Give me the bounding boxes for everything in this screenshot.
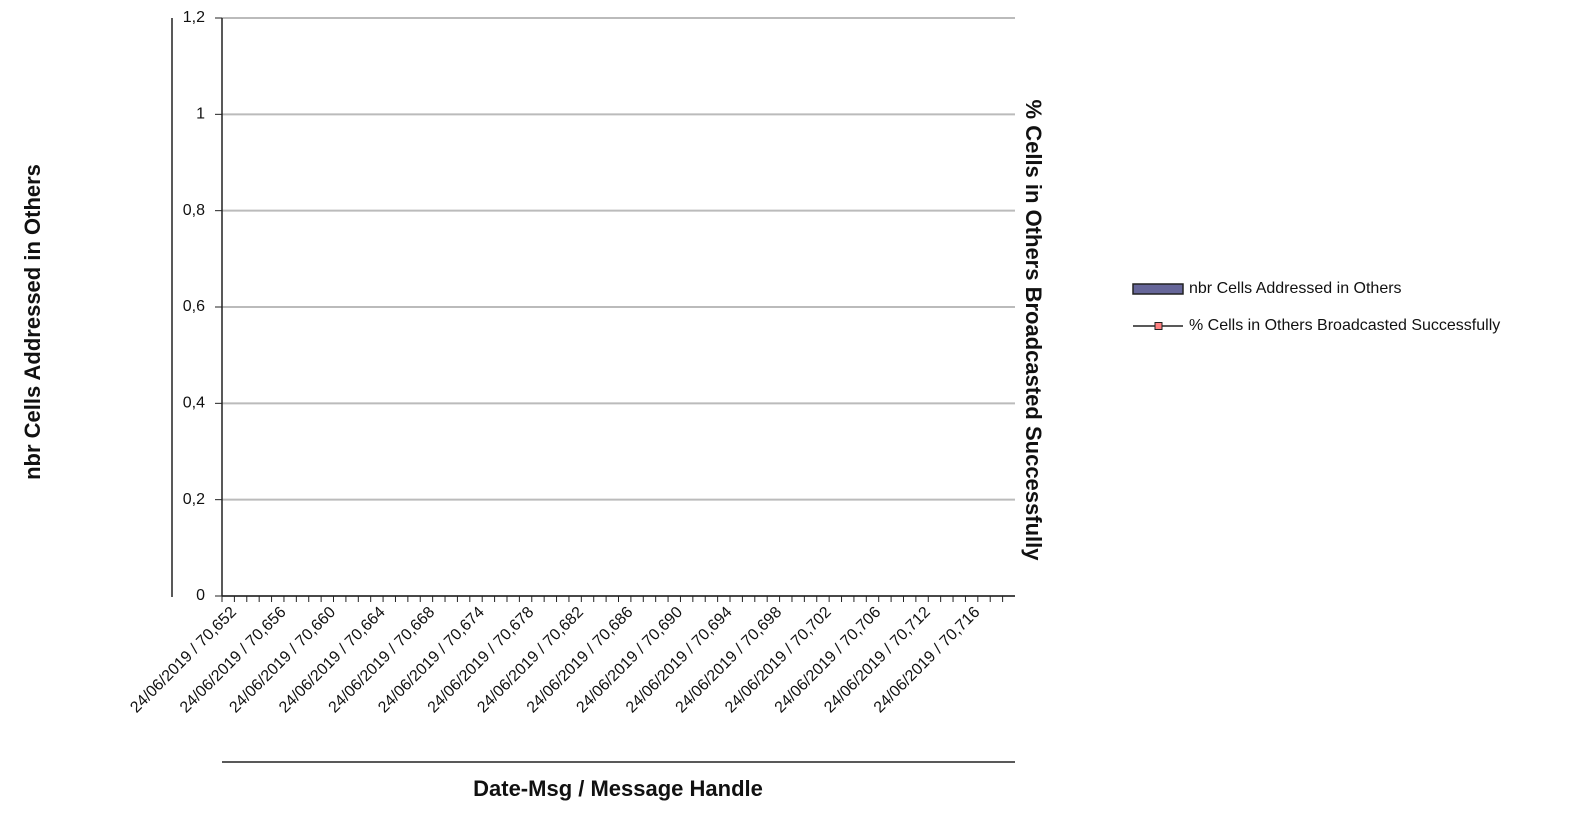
y-tick-label: 0 [196, 587, 205, 604]
y-tick-label: 1 [196, 106, 205, 123]
y-tick-label: 1,2 [183, 9, 205, 26]
legend-swatch [1132, 283, 1184, 295]
y-tick-label: 0,6 [183, 298, 205, 315]
y-axis-title: nbr Cells Addressed in Others [20, 164, 45, 480]
y-tick-label: 0,2 [183, 491, 205, 508]
legend-label: % Cells in Others Broadcasted Successful… [1189, 317, 1500, 334]
legend-swatch [1154, 322, 1163, 330]
y-tick-label: 0,8 [183, 202, 205, 219]
legend-label: nbr Cells Addressed in Others [1189, 280, 1402, 297]
y2-axis-title: % Cells in Others Broadcasted Successful… [1021, 100, 1046, 562]
x-axis-title: Date-Msg / Message Handle [473, 776, 763, 801]
y-tick-label: 0,4 [183, 395, 205, 412]
